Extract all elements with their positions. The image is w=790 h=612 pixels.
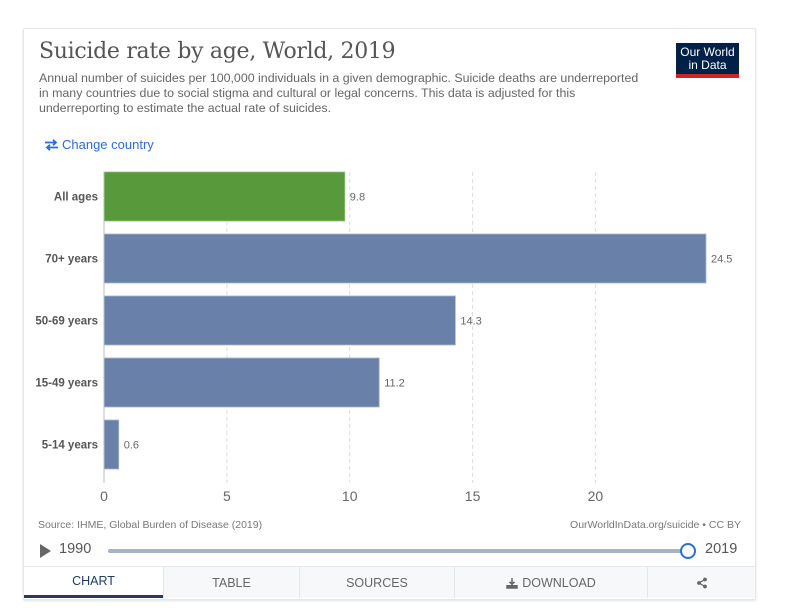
timeline-track[interactable]	[108, 549, 686, 553]
swap-arrows-icon	[44, 138, 59, 151]
source-link[interactable]: OurWorldInData.org/suicide • CC BY	[570, 519, 741, 531]
category-label: 5-14 years	[42, 440, 98, 452]
logo-line-1: Our World	[680, 45, 735, 59]
play-icon[interactable]	[40, 544, 51, 558]
tab-sources[interactable]: SOURCES	[299, 567, 454, 598]
download-icon	[506, 577, 518, 589]
category-label: 50-69 years	[35, 316, 98, 328]
chart-subtitle: Annual number of suicides per 100,000 in…	[39, 71, 639, 115]
chart-title: Suicide rate by age, World, 2019	[39, 39, 396, 64]
value-label: 0.6	[124, 440, 139, 452]
chart-card: Suicide rate by age, World, 2019 Annual …	[23, 28, 756, 600]
share-icon	[696, 577, 708, 589]
x-tick-label: 5	[223, 488, 231, 504]
tab-chart[interactable]: CHART	[24, 567, 163, 598]
x-tick-label: 15	[465, 488, 481, 504]
x-tick-label: 10	[342, 488, 358, 504]
bar-chart: 0 5 10 15 20 All ages 9.8 70+ years 24.5 50-69 ye…	[35, 171, 732, 504]
tab-download[interactable]: DOWNLOAD	[454, 567, 647, 598]
logo-line-2: in Data	[688, 58, 727, 72]
value-label: 9.8	[350, 192, 365, 204]
timeline-start-year: 1990	[59, 541, 92, 557]
category-label: 70+ years	[45, 254, 98, 266]
category-label: 15-49 years	[35, 378, 98, 390]
tab-sources-label: SOURCES	[346, 575, 408, 590]
tab-table-label: TABLE	[212, 575, 251, 590]
bar[interactable]	[103, 419, 120, 470]
bar[interactable]	[103, 295, 456, 346]
tab-bar: CHART TABLE SOURCES DOWNLOAD	[24, 566, 755, 599]
value-label: 24.5	[711, 254, 732, 266]
tab-table[interactable]: TABLE	[163, 567, 299, 598]
change-country-label: Change country	[62, 137, 154, 152]
bar[interactable]	[103, 357, 380, 408]
tab-chart-label: CHART	[72, 574, 115, 588]
timeline-end-year: 2019	[705, 541, 738, 557]
x-tick-label: 20	[588, 488, 604, 504]
tab-download-label: DOWNLOAD	[522, 575, 596, 590]
bar[interactable]	[103, 233, 707, 284]
timeline: 1990 2019	[38, 540, 743, 562]
x-tick-label: 0	[100, 488, 108, 504]
owid-logo[interactable]: Our World in Data	[676, 43, 739, 78]
bar[interactable]	[103, 171, 346, 222]
category-label: All ages	[54, 192, 98, 204]
source-note: Source: IHME, Global Burden of Disease (…	[38, 519, 263, 531]
timeline-handle[interactable]	[680, 543, 696, 559]
tab-share[interactable]	[647, 567, 755, 598]
change-country-button[interactable]: Change country	[44, 137, 154, 152]
value-label: 14.3	[460, 316, 481, 328]
value-label: 11.2	[384, 378, 405, 390]
